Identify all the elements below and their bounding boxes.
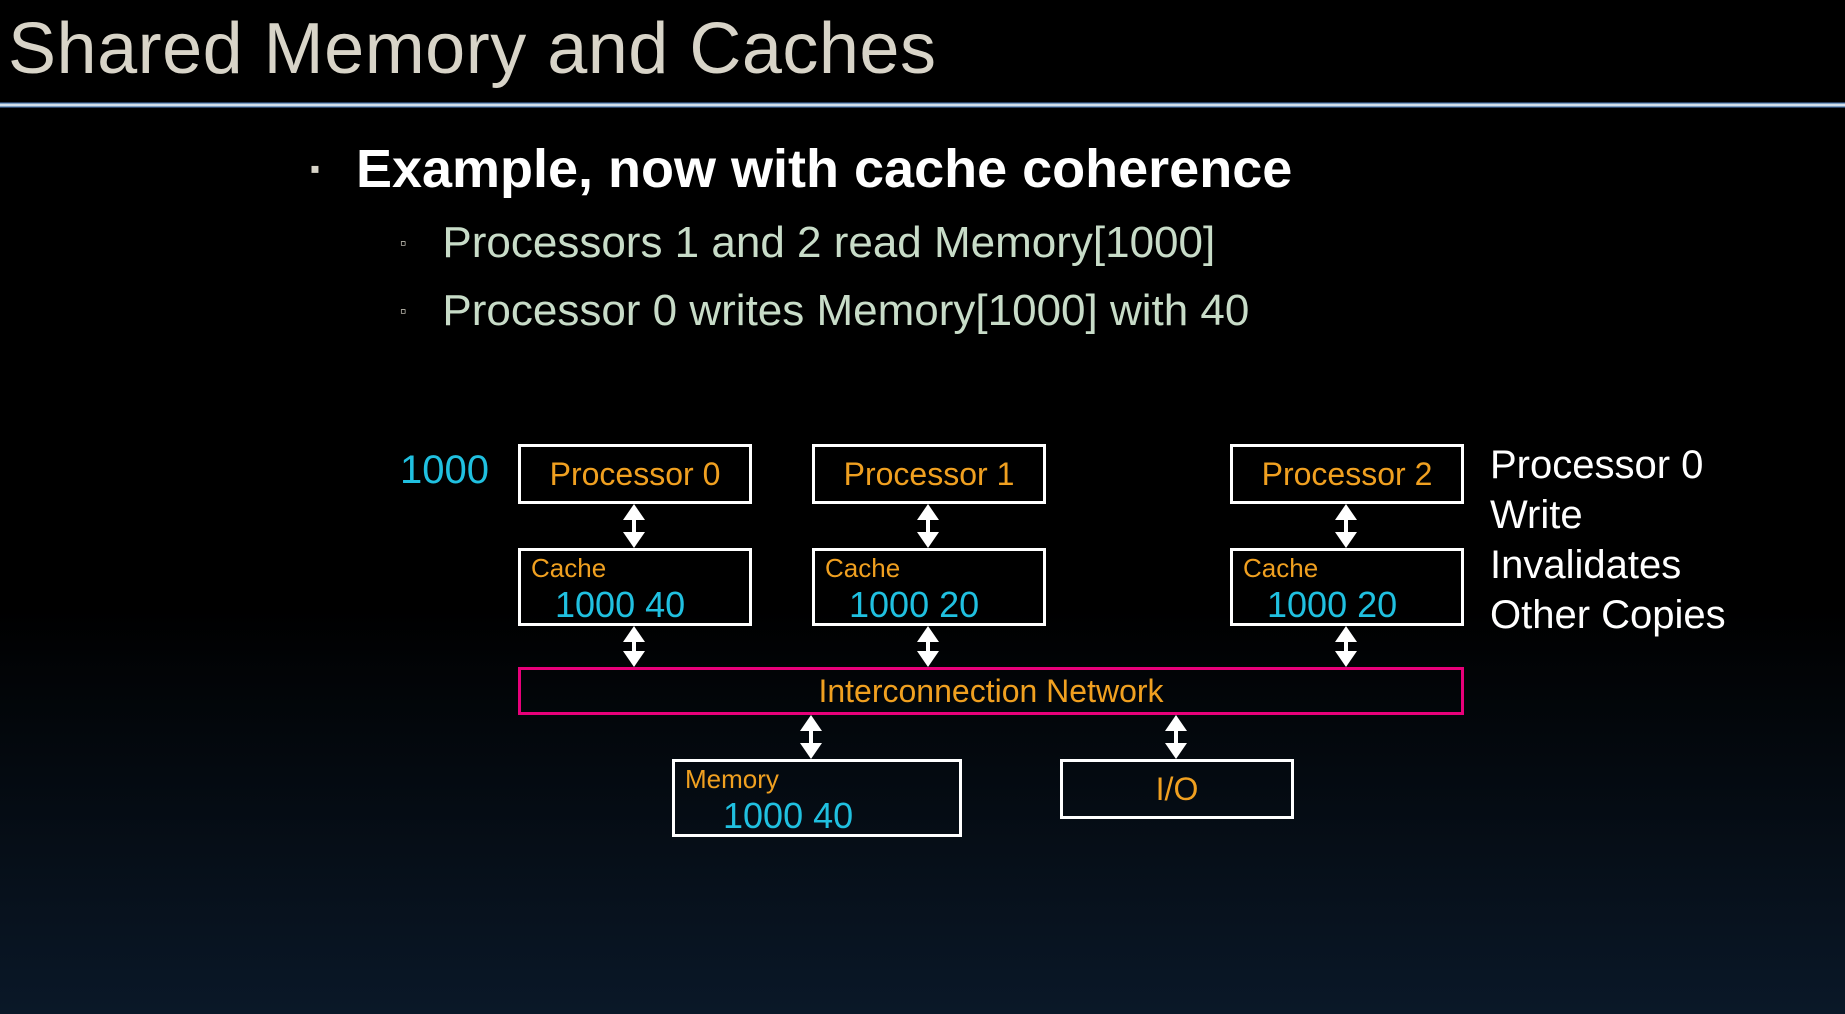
- cache-label: Cache: [531, 553, 739, 584]
- cache-label: Cache: [1243, 553, 1451, 584]
- side-line-0: Processor 0: [1490, 440, 1726, 490]
- processor-box-2: Processor 2: [1230, 444, 1464, 504]
- bullet-square-icon: ▪: [310, 153, 320, 185]
- title-underline: [0, 102, 1845, 108]
- cache-box-2: Cache1000 20: [1230, 548, 1464, 626]
- bullet-sub-row-1: ▫ Processors 1 and 2 read Memory[1000]: [400, 218, 1845, 268]
- double-arrow-icon: [800, 715, 822, 759]
- side-annotation: Processor 0 Write Invalidates Other Copi…: [1490, 440, 1726, 640]
- double-arrow-icon: [623, 504, 645, 548]
- architecture-diagram: 1000 Processor 0 Write Invalidates Other…: [0, 430, 1845, 1010]
- cache-label: Cache: [825, 553, 1033, 584]
- bullet-hollow-square-icon: ▫: [400, 301, 406, 322]
- io-box: I/O: [1060, 759, 1294, 819]
- cache-box-1: Cache1000 20: [812, 548, 1046, 626]
- bullet-sub-row-2: ▫ Processor 0 writes Memory[1000] with 4…: [400, 286, 1845, 336]
- interconnection-network-box: Interconnection Network: [518, 667, 1464, 715]
- double-arrow-icon: [1335, 504, 1357, 548]
- memory-label: Memory: [685, 764, 949, 795]
- cache-box-0: Cache1000 40: [518, 548, 752, 626]
- cache-value: 1000 20: [1243, 584, 1451, 626]
- double-arrow-icon: [1335, 626, 1357, 667]
- bullet-main-text: Example, now with cache coherence: [356, 138, 1292, 200]
- memory-value: 1000 40: [685, 795, 949, 837]
- bullet-sub-2-text: Processor 0 writes Memory[1000] with 40: [442, 286, 1249, 336]
- side-line-2: Invalidates: [1490, 540, 1726, 590]
- double-arrow-icon: [917, 504, 939, 548]
- bullet-main-row: ▪ Example, now with cache coherence: [310, 138, 1845, 200]
- address-label: 1000: [400, 448, 489, 493]
- bullet-sub-1-text: Processors 1 and 2 read Memory[1000]: [442, 218, 1215, 268]
- double-arrow-icon: [623, 626, 645, 667]
- processor-box-1: Processor 1: [812, 444, 1046, 504]
- cache-value: 1000 20: [825, 584, 1033, 626]
- memory-box: Memory1000 40: [672, 759, 962, 837]
- bullet-hollow-square-icon: ▫: [400, 233, 406, 254]
- double-arrow-icon: [917, 626, 939, 667]
- double-arrow-icon: [1165, 715, 1187, 759]
- cache-value: 1000 40: [531, 584, 739, 626]
- side-line-1: Write: [1490, 490, 1726, 540]
- processor-box-0: Processor 0: [518, 444, 752, 504]
- side-line-3: Other Copies: [1490, 590, 1726, 640]
- slide-title: Shared Memory and Caches: [0, 0, 1845, 90]
